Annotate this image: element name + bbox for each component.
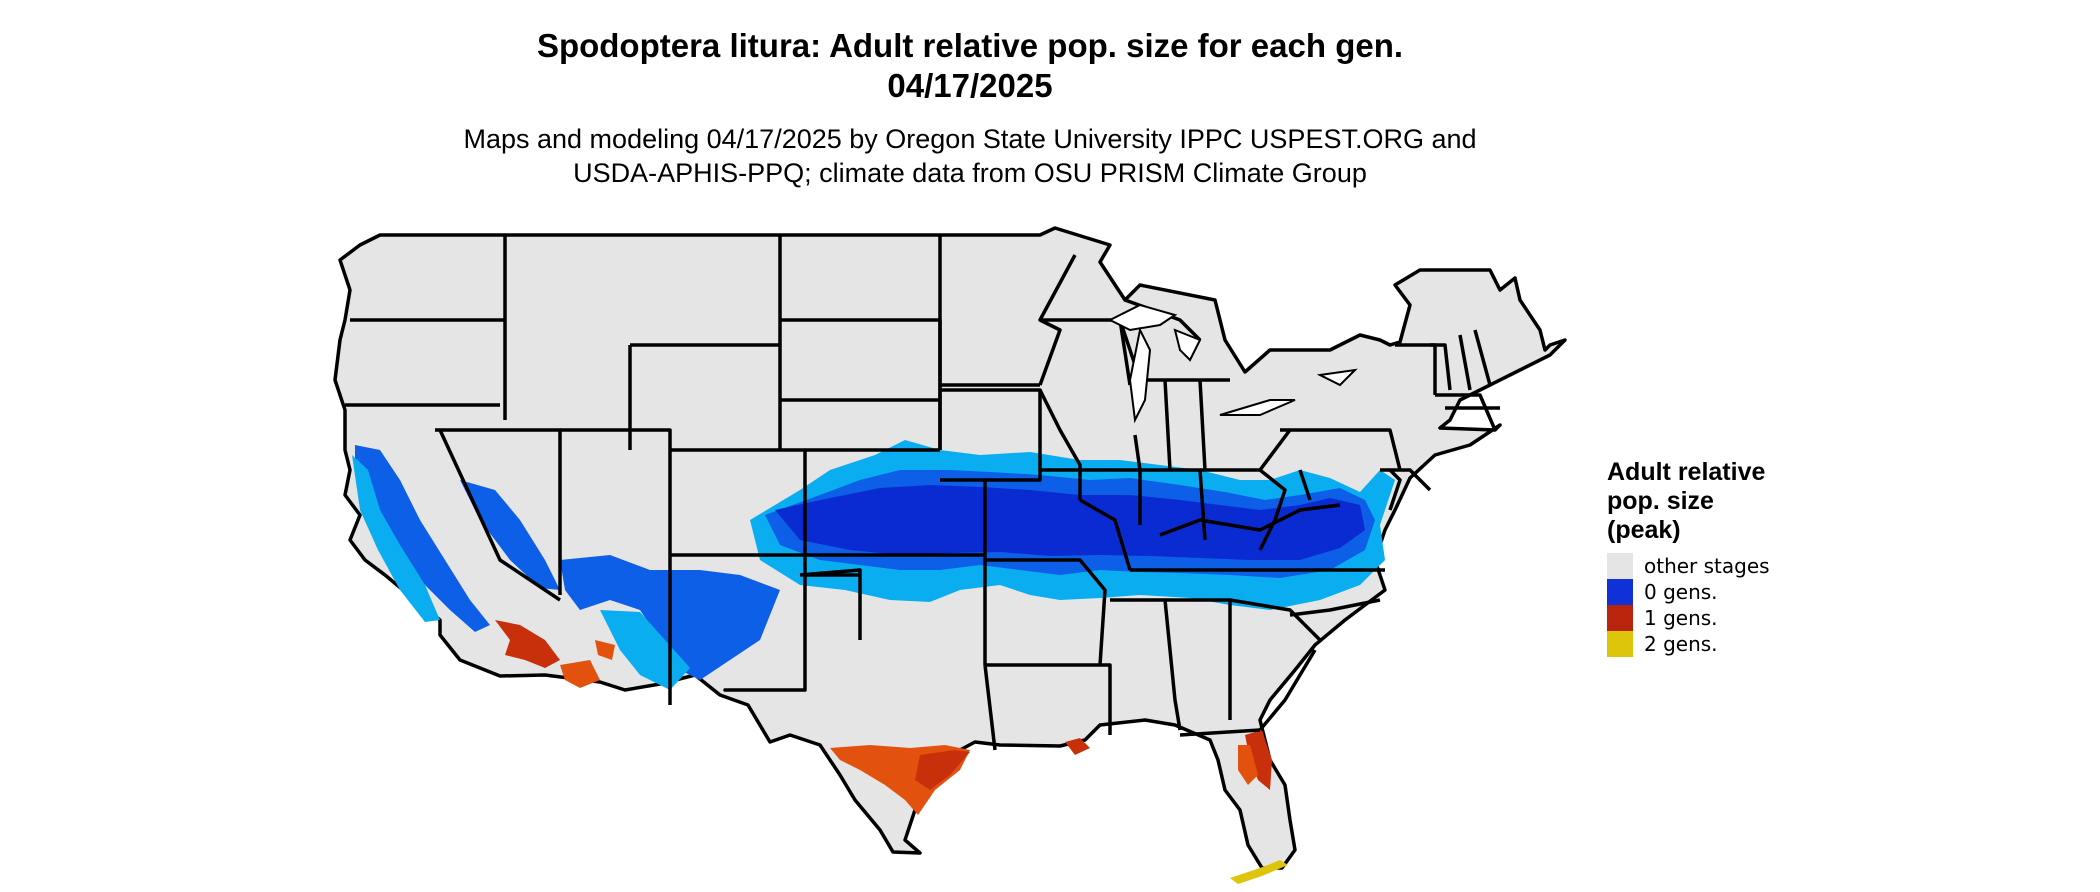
legend-item-2-gens: 2 gens. bbox=[1607, 631, 1867, 657]
legend-swatch bbox=[1607, 553, 1633, 579]
legend-swatch bbox=[1607, 605, 1633, 631]
legend-title-line-1: Adult relative bbox=[1607, 458, 1766, 486]
legend-label: 0 gens. bbox=[1644, 580, 1718, 604]
great-lakes bbox=[1107, 303, 1358, 424]
map-date: 04/17/2025 bbox=[887, 67, 1053, 104]
overlay-louisiana-red bbox=[1065, 738, 1090, 755]
overlay-sw-red bbox=[495, 620, 560, 668]
overlay-florida-keys-yellow bbox=[1230, 860, 1288, 884]
legend-swatch bbox=[1607, 579, 1633, 605]
overlay-dark-blue bbox=[775, 485, 1365, 560]
overlay-az-orange bbox=[595, 640, 615, 660]
legend-label: 2 gens. bbox=[1644, 632, 1718, 656]
overlay-florida-red bbox=[1245, 730, 1272, 790]
legend-title: Adult relative pop. size (peak) bbox=[1607, 458, 1867, 545]
overlay-west-california bbox=[355, 445, 490, 632]
overlay-florida-orange bbox=[1238, 745, 1258, 785]
overlay-texas-red bbox=[915, 750, 970, 790]
legend-item-0-gens: 0 gens. bbox=[1607, 579, 1867, 605]
overlay-arizona-nm-light bbox=[600, 610, 690, 690]
state-borders bbox=[345, 235, 1500, 751]
map-title: Spodoptera litura: Adult relative pop. s… bbox=[536, 27, 1404, 64]
map-subtitle-line-2: USDA-APHIS-PPQ; climate data from OSU PR… bbox=[573, 158, 1367, 188]
legend-label: 1 gens. bbox=[1644, 606, 1718, 630]
map-subtitle-line-1: Maps and modeling 04/17/2025 by Oregon S… bbox=[463, 124, 1477, 154]
model-overlay bbox=[352, 440, 1395, 884]
legend-item-other-stages: other stages bbox=[1607, 553, 1867, 579]
legend-label: other stages bbox=[1644, 554, 1770, 578]
legend-item-1-gens: 1 gens. bbox=[1607, 605, 1867, 631]
legend: Adult relative pop. size (peak) other st… bbox=[1607, 458, 1867, 657]
legend-title-line-3: (peak) bbox=[1607, 516, 1681, 544]
legend-title-line-2: pop. size bbox=[1607, 487, 1714, 515]
overlay-west-california-light bbox=[352, 455, 440, 622]
overlay-sw-orange bbox=[560, 660, 600, 688]
overlay-nevada bbox=[460, 480, 560, 590]
legend-swatch bbox=[1607, 631, 1633, 657]
